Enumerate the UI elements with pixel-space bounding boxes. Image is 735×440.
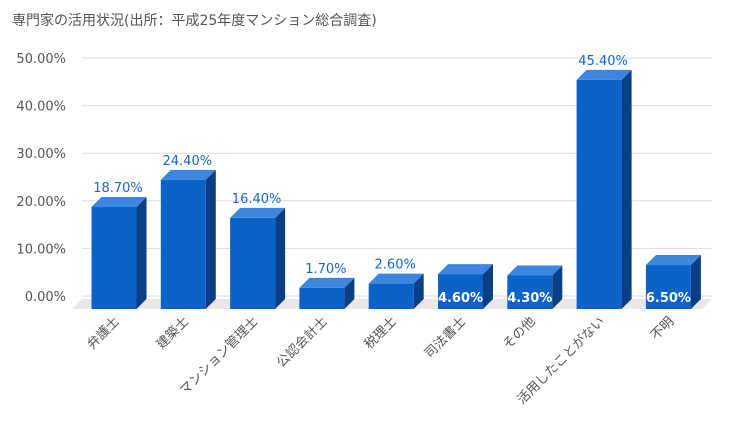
bar-side [621, 69, 632, 310]
bar [368, 273, 424, 309]
x-tick-label: 公認会計士 [273, 314, 330, 371]
bar [438, 264, 493, 309]
bar-front [368, 283, 414, 309]
bar [645, 255, 701, 309]
bar [507, 265, 563, 309]
bar-side [205, 169, 216, 309]
bar-front [230, 217, 276, 309]
y-tick-label: 10.00% [16, 242, 66, 257]
bar-front [576, 79, 622, 310]
bar [576, 69, 632, 310]
x-tick-label: 不明 [648, 314, 677, 343]
x-tick-label: 建築士 [154, 314, 192, 352]
data-label: 16.40% [232, 192, 282, 207]
x-tick-label: 司法書士 [422, 314, 469, 361]
bar-top [645, 255, 701, 266]
bar-top [299, 277, 355, 288]
bar-top [91, 196, 147, 207]
bar [91, 196, 147, 309]
y-tick-label: 20.00% [16, 195, 66, 210]
y-tick-label: 30.00% [16, 147, 66, 162]
bar-side [275, 207, 286, 309]
data-label: 6.50% [646, 291, 691, 306]
bar-side [552, 265, 563, 309]
y-tick-label: 40.00% [16, 100, 66, 115]
x-tick-label: その他 [500, 314, 538, 352]
bar-top [507, 265, 563, 276]
bar-front [438, 274, 483, 309]
bar-top [368, 273, 424, 284]
bar-top [438, 264, 493, 275]
bar-side [136, 196, 147, 309]
bar-side [690, 255, 701, 309]
y-tick-label: 50.00% [16, 52, 66, 67]
bar [299, 277, 355, 309]
bar-front [645, 265, 691, 309]
bar-side [344, 277, 355, 309]
bar-top [576, 69, 632, 80]
data-label: 4.60% [438, 291, 483, 306]
x-tick-label: 税理士 [362, 314, 400, 352]
chart-title: 専門家の活用状況(出所：平成25年度マンション総合調査) [12, 13, 377, 29]
data-label: 1.70% [305, 262, 346, 277]
bar [230, 207, 286, 309]
data-label: 18.70% [93, 181, 143, 196]
data-label: 24.40% [163, 154, 213, 169]
bar-front [507, 275, 553, 309]
data-label: 45.40% [578, 54, 628, 69]
bar-side [483, 264, 493, 309]
bar-top [160, 169, 216, 180]
bar-front [299, 287, 345, 309]
bar-side [413, 273, 424, 309]
bar-front [91, 206, 137, 309]
data-label: 2.60% [375, 258, 416, 273]
bar [160, 169, 216, 309]
data-label: 4.30% [507, 291, 552, 306]
bar-front [160, 179, 206, 309]
bar-top [230, 207, 286, 218]
x-tick-label: 弁護士 [84, 314, 123, 353]
y-tick-label: 0.00% [25, 290, 66, 305]
